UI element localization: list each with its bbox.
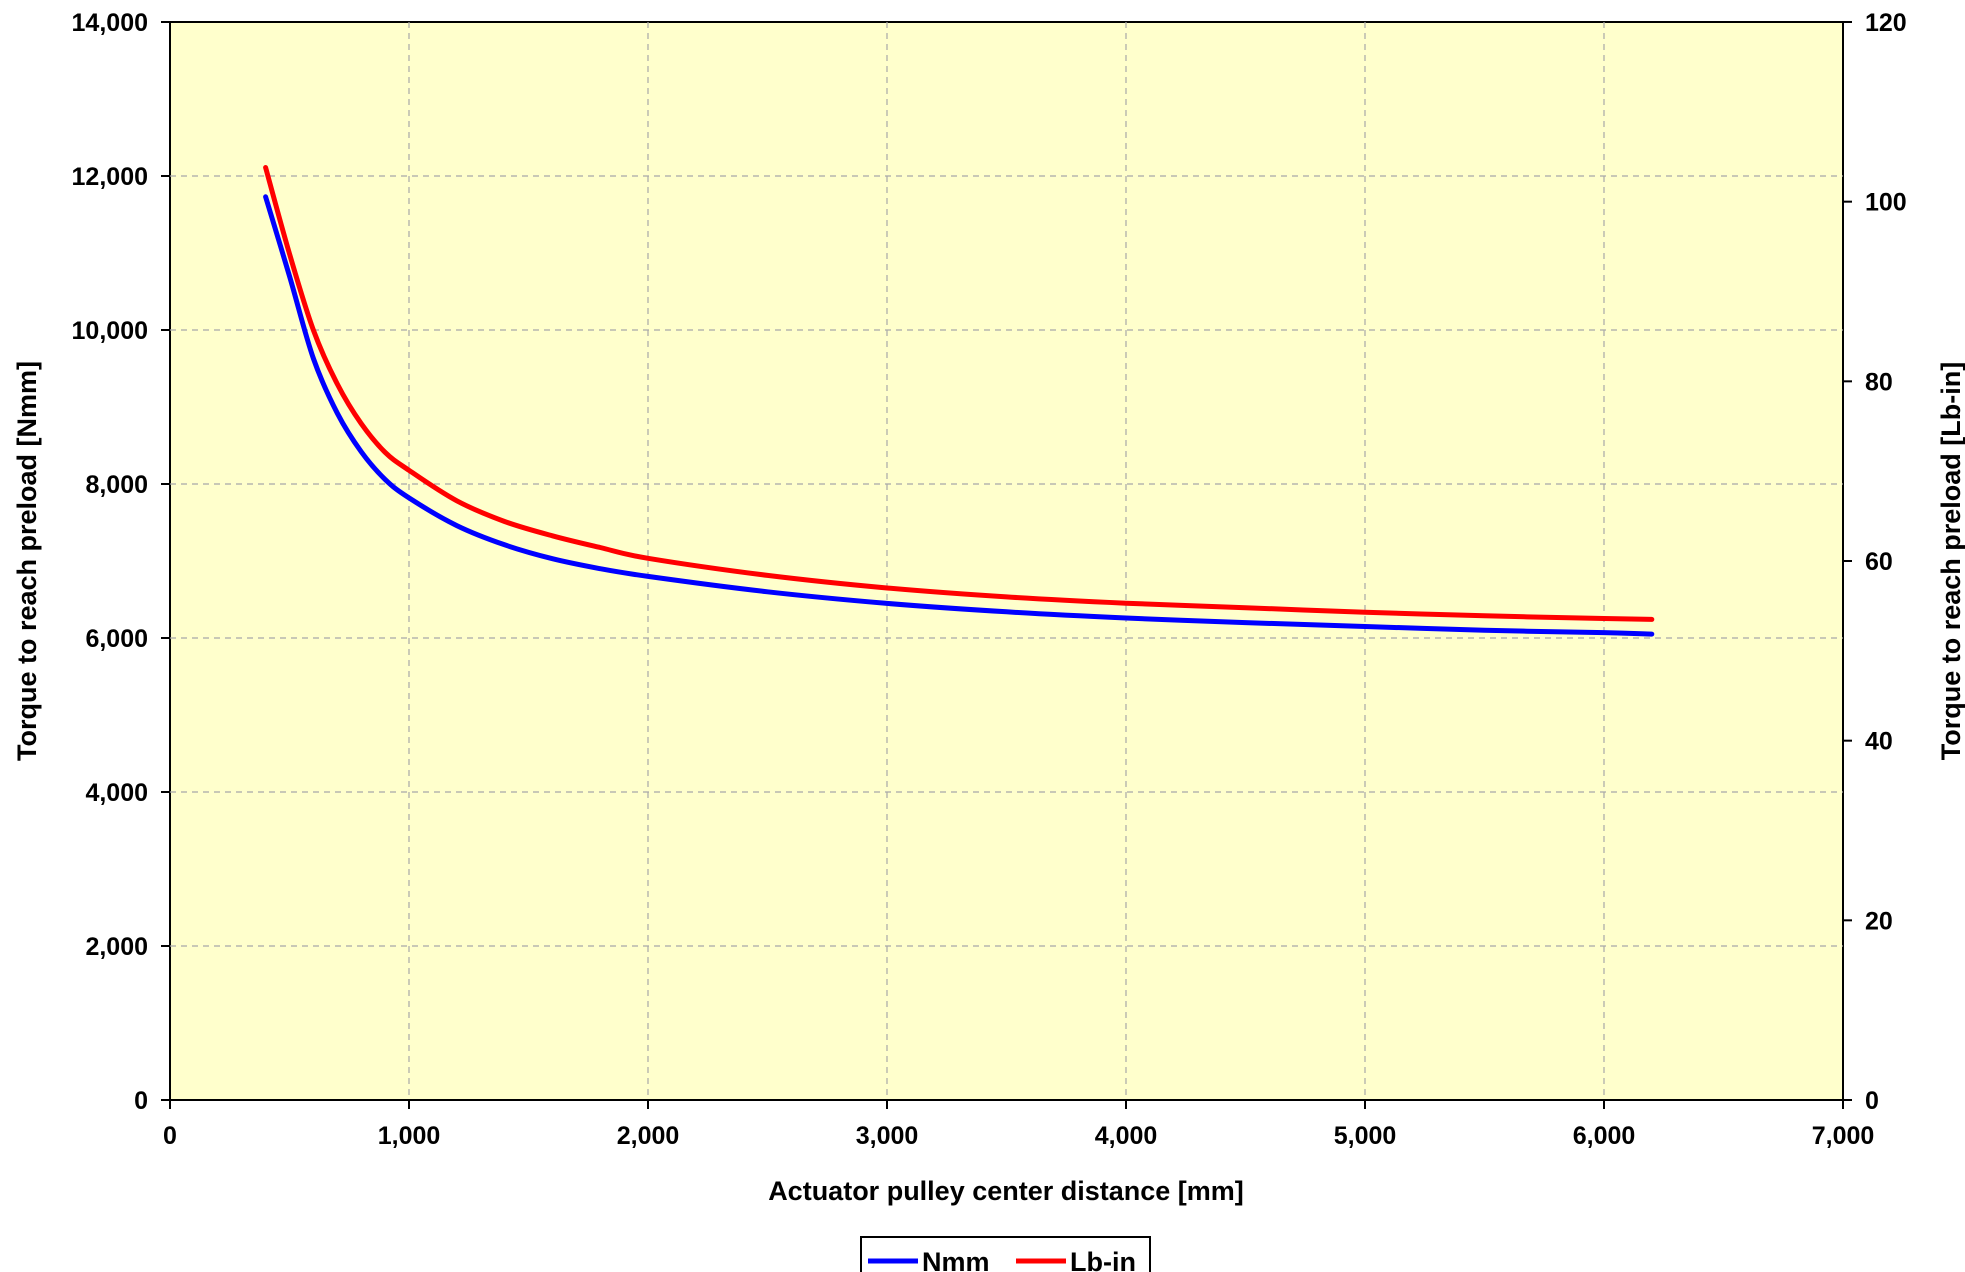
- x-tick-label: 1,000: [378, 1122, 441, 1150]
- y2-axis-title: Torque to reach preload [Lb-in]: [1936, 362, 1965, 761]
- y2-tick-label: 60: [1865, 548, 1893, 576]
- x-tick-label: 2,000: [617, 1122, 680, 1150]
- y2-tick-label: 40: [1865, 728, 1893, 756]
- series: [263, 165, 1655, 637]
- x-tick-label: 0: [163, 1122, 177, 1150]
- y-tick-label: 0: [134, 1087, 148, 1115]
- x-axis-title: Actuator pulley center distance [mm]: [768, 1176, 1244, 1206]
- legend-box: [860, 1236, 1151, 1272]
- series-line-lb-in: [263, 165, 1655, 622]
- x-tick-label: 3,000: [856, 1122, 919, 1150]
- y2-tick-label: 80: [1865, 368, 1893, 396]
- y2-tick-label: 0: [1865, 1087, 1879, 1115]
- grid: [170, 22, 1843, 1100]
- legend-label-lbin: Lb-in: [1070, 1247, 1136, 1272]
- plot-area: [169, 21, 1844, 1101]
- y2-tick-label: 100: [1865, 189, 1907, 217]
- y-axis-title: Torque to reach preload [Nmm]: [12, 361, 42, 761]
- y-tick-label: 10,000: [72, 317, 148, 345]
- x-tick-label: 7,000: [1812, 1122, 1875, 1150]
- y-tick-label: 14,000: [72, 9, 148, 37]
- y-tick-label: 4,000: [85, 779, 148, 807]
- y-tick-label: 2,000: [85, 933, 148, 961]
- y-tick-label: 12,000: [72, 163, 148, 191]
- legend: Nmm Lb-in: [860, 1236, 1151, 1272]
- x-tick-label: 6,000: [1573, 1122, 1636, 1150]
- y-tick-label: 8,000: [85, 471, 148, 499]
- x-tick-label: 4,000: [1095, 1122, 1158, 1150]
- axes: 0 1,000 2,000 3,000 4,000 5,000 6,000 7,000 0 2,0…: [72, 9, 1907, 1150]
- x-tick-label: 5,000: [1334, 1122, 1397, 1150]
- y2-tick-label: 120: [1865, 9, 1907, 37]
- legend-label-nmm: Nmm: [922, 1247, 990, 1272]
- series-line-nmm: [263, 194, 1655, 637]
- y-tick-label: 6,000: [85, 625, 148, 653]
- y2-tick-label: 20: [1865, 907, 1893, 935]
